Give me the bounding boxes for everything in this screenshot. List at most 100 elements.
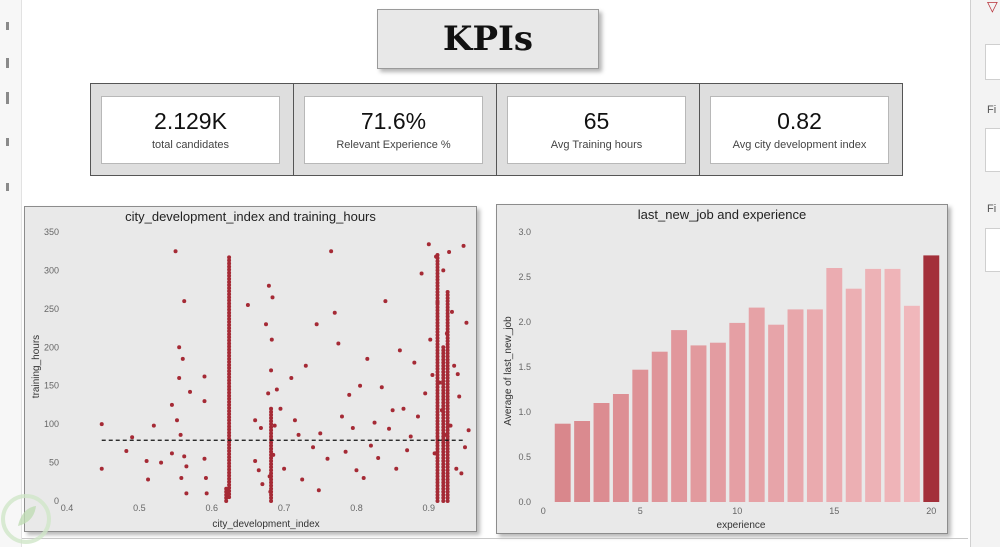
- scatter-point: [441, 446, 446, 451]
- scatter-point: [435, 265, 440, 270]
- scatter-point: [314, 322, 319, 327]
- scatter-point: [445, 314, 450, 319]
- scatter-point: [269, 431, 274, 436]
- scatter-point: [146, 477, 151, 482]
- kpi-label: Avg Training hours: [550, 139, 643, 152]
- filter-card[interactable]: [985, 128, 1000, 172]
- scatter-point: [441, 474, 446, 479]
- scatter-point: [423, 391, 428, 396]
- scatter-point: [227, 332, 232, 337]
- kpi-card-total-candidates[interactable]: 2.129K total candidates: [91, 84, 294, 175]
- scatter-point: [204, 491, 209, 496]
- bar: [903, 305, 920, 502]
- scatter-point: [269, 468, 274, 473]
- scatter-point: [441, 459, 446, 464]
- page-title: KPIs: [377, 9, 599, 69]
- filter-card[interactable]: [985, 228, 1000, 272]
- bar: [748, 307, 765, 502]
- scatter-chart: 0 50 100 150 200 250 300 350 0.4 0.5 0.6 0.7 0.8 0.9 c…: [31, 227, 471, 530]
- y-tick-label: 3.0: [518, 227, 531, 237]
- scatter-point: [227, 273, 232, 278]
- kpi-value: 2.129K: [154, 107, 227, 134]
- scatter-point: [441, 480, 446, 485]
- scatter-point: [289, 376, 294, 381]
- scatter-point: [227, 341, 232, 346]
- scatter-point: [269, 480, 274, 485]
- scatter-point: [445, 385, 450, 390]
- filter-icon[interactable]: ▽: [987, 0, 998, 14]
- scatter-point: [445, 311, 450, 316]
- kpi-inner: 65 Avg Training hours: [507, 96, 686, 164]
- y-tick-label: 2.5: [518, 272, 531, 282]
- scatter-point: [227, 356, 232, 361]
- scatter-point: [180, 356, 185, 361]
- scatter-point: [269, 368, 274, 373]
- kpi-card-relevant-experience[interactable]: 71.6% Relevant Experience %: [294, 84, 497, 175]
- scatter-point: [445, 360, 450, 365]
- scatter-point: [282, 466, 287, 471]
- scatter-point: [435, 286, 440, 291]
- left-toolbar-strip: [0, 0, 22, 547]
- bar: [651, 351, 668, 502]
- kpi-cards-row: 2.129K total candidates 71.6% Relevant E…: [90, 83, 903, 176]
- scatter-point: [441, 486, 446, 491]
- scatter-point: [316, 488, 321, 493]
- scatter-point: [441, 379, 446, 384]
- scatter-point: [227, 304, 232, 309]
- scatter-point: [269, 455, 274, 460]
- scatter-point: [435, 280, 440, 285]
- scatter-point: [441, 412, 446, 417]
- scatter-point: [224, 486, 229, 491]
- scatter-chart-panel[interactable]: city_development_index and training_hour…: [24, 206, 477, 532]
- y-tick-label: 150: [44, 381, 59, 391]
- scatter-point: [435, 483, 440, 488]
- kpi-card-avg-training-hours[interactable]: 65 Avg Training hours: [497, 84, 700, 175]
- scatter-point: [441, 403, 446, 408]
- scatter-point: [227, 467, 232, 472]
- strip-mark: [6, 183, 9, 191]
- scatter-point: [227, 270, 232, 275]
- canvas-border: [22, 0, 968, 539]
- scatter-point: [435, 274, 440, 279]
- kpi-card-avg-city-development-index[interactable]: 0.82 Avg city development index: [700, 84, 902, 175]
- scatter-point: [227, 366, 232, 371]
- scatter-point: [435, 372, 440, 377]
- scatter-point: [329, 249, 334, 254]
- scatter-point: [435, 495, 440, 500]
- scatter-point: [435, 345, 440, 350]
- scatter-point: [426, 242, 431, 247]
- scatter-point: [227, 329, 232, 334]
- scatter-point: [435, 336, 440, 341]
- bar-chart-panel[interactable]: last_new_job and experience 0.0 0.5 1.0 1.5…: [496, 204, 948, 534]
- x-tick-label: 10: [732, 506, 742, 516]
- scatter-point: [448, 423, 453, 428]
- scatter-point: [390, 408, 395, 413]
- scatter-point: [455, 372, 460, 377]
- scatter-point: [445, 348, 450, 353]
- kpi-inner: 71.6% Relevant Experience %: [304, 96, 483, 164]
- scatter-point: [445, 357, 450, 362]
- scatter-point: [445, 388, 450, 393]
- scatter-point: [397, 348, 402, 353]
- y-tick-label: 200: [44, 342, 59, 352]
- scatter-point: [437, 380, 442, 385]
- chart-title: last_new_job and experience: [637, 207, 807, 222]
- scatter-point: [227, 409, 232, 414]
- scatter-point: [445, 345, 450, 350]
- scatter-point: [227, 298, 232, 303]
- scatter-point: [227, 359, 232, 364]
- scatter-point: [445, 492, 450, 497]
- scatter-point: [300, 477, 305, 482]
- scatter-point: [435, 499, 440, 503]
- x-tick-label: 0.6: [205, 503, 218, 513]
- scatter-point: [203, 475, 208, 480]
- scatter-point: [445, 486, 450, 491]
- scatter-point: [227, 362, 232, 367]
- scatter-point: [445, 299, 450, 304]
- scatter-point: [435, 363, 440, 368]
- scatter-point: [354, 468, 359, 473]
- scatter-point: [245, 303, 250, 308]
- scatter-point: [463, 445, 467, 450]
- scatter-point: [435, 459, 440, 464]
- filter-search-box[interactable]: [985, 44, 1000, 80]
